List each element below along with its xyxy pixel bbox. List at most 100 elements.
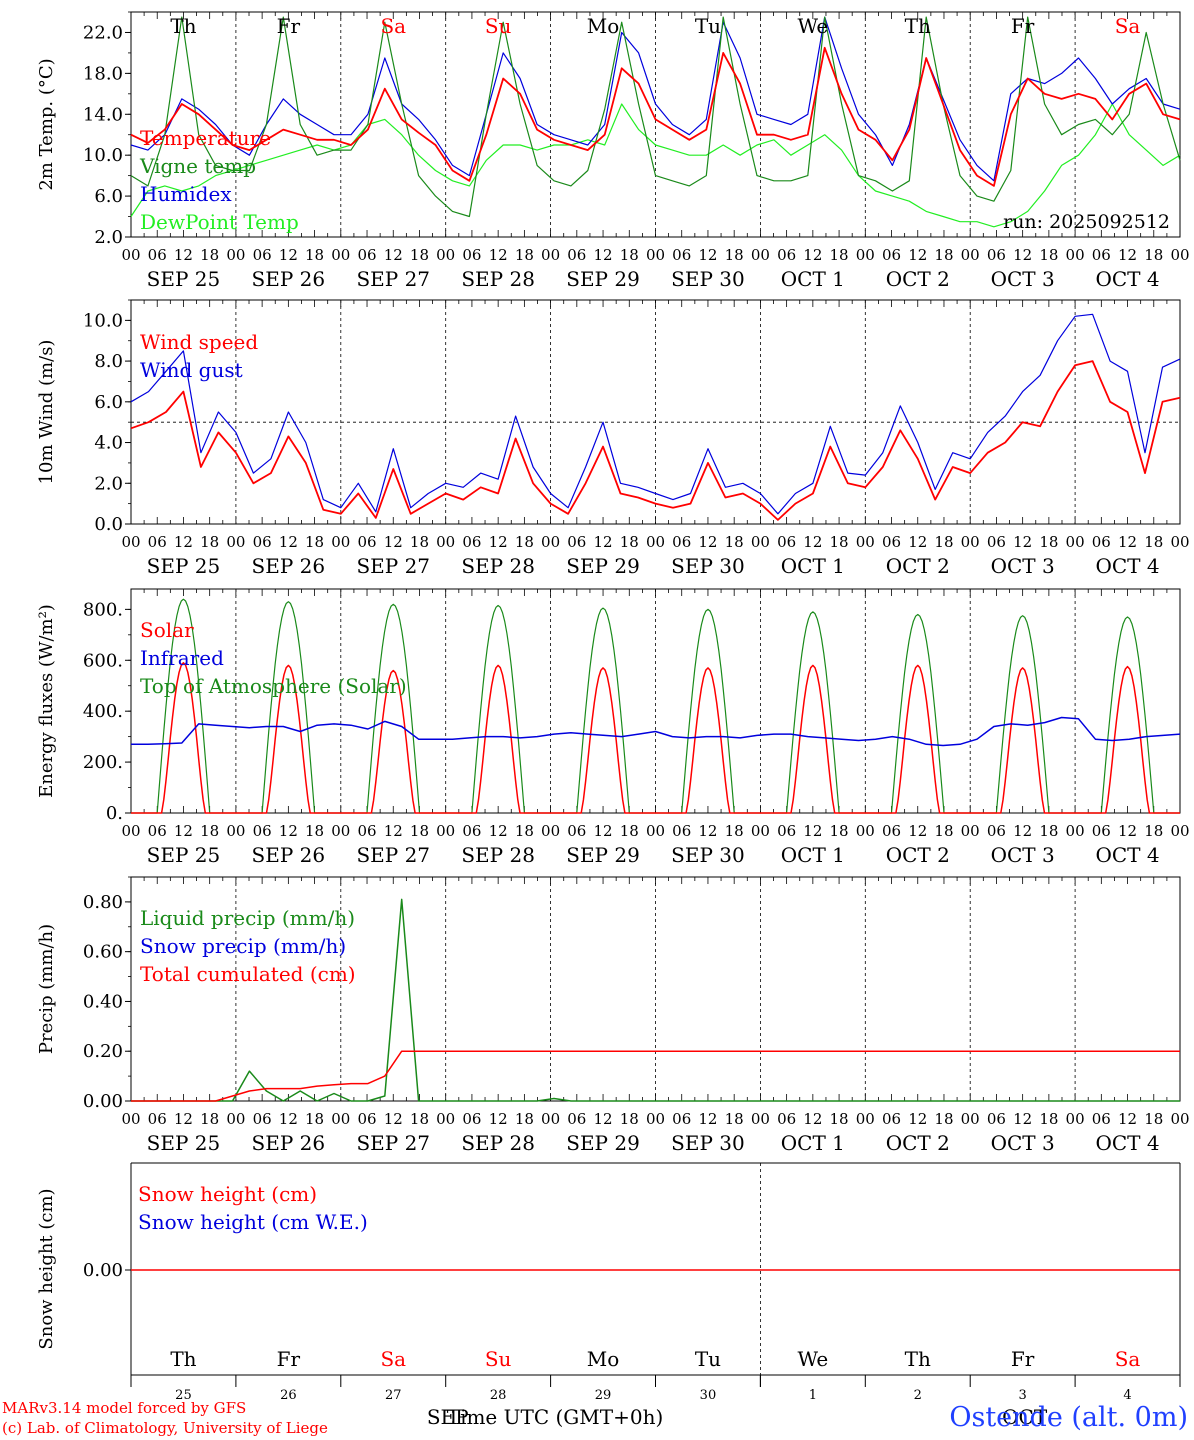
month-label: OCT	[1002, 1405, 1048, 1429]
hour-label: 00	[331, 822, 350, 840]
x-axis-label: Time UTC (GMT+0h)	[447, 1405, 664, 1429]
date-label: SEP 27	[356, 843, 430, 867]
date-label: SEP 26	[252, 267, 326, 291]
date-label: OCT 1	[781, 1131, 845, 1155]
legend-entry: Snow height (cm)	[138, 1182, 317, 1206]
hour-label: 06	[882, 246, 901, 264]
date-label: SEP 30	[671, 554, 745, 578]
legend-entry: Snow height (cm W.E.)	[138, 1210, 368, 1234]
hour-label: 06	[777, 533, 796, 551]
y-tick-label: 2.0	[94, 227, 123, 248]
hour-label: 18	[620, 1110, 639, 1128]
hour-label: 06	[987, 1110, 1006, 1128]
hour-label: 00	[1170, 1110, 1189, 1128]
legend-entry: Wind gust	[140, 358, 243, 382]
y-axis-label: Precip (mm/h)	[36, 924, 57, 1054]
hour-label: 18	[934, 533, 953, 551]
hour-label: 18	[830, 1110, 849, 1128]
weekday-label: Th	[905, 14, 931, 38]
weekday-label: We	[797, 1347, 828, 1371]
date-label: SEP 28	[461, 1131, 535, 1155]
hour-label: 06	[1092, 822, 1111, 840]
weekday-label: Sa	[1115, 1347, 1141, 1371]
lab-credit: (c) Lab. of Climatology, University of L…	[2, 1419, 328, 1437]
hour-label: 06	[882, 1110, 901, 1128]
y-tick-label: 10.0	[83, 310, 123, 331]
date-label: SEP 25	[147, 843, 221, 867]
hour-label: 00	[856, 822, 875, 840]
y-tick-label: 10.0	[83, 145, 123, 166]
y-axis-label: 10m Wind (m/s)	[36, 340, 57, 485]
date-label: SEP 28	[461, 267, 535, 291]
hour-label: 00	[331, 533, 350, 551]
hour-label: 00	[751, 822, 770, 840]
hour-label: 12	[384, 822, 403, 840]
hour-label: 12	[803, 533, 822, 551]
date-label: SEP 28	[461, 554, 535, 578]
y-tick-label: 0.80	[83, 892, 123, 913]
date-label: SEP 29	[566, 843, 640, 867]
hour-label: 00	[121, 1110, 140, 1128]
y-tick-label: 22.0	[83, 22, 123, 43]
day-number-label: 1	[809, 1388, 817, 1403]
y-tick-label: 0.0	[94, 514, 123, 535]
hour-label: 12	[908, 1110, 927, 1128]
hour-label: 06	[462, 1110, 481, 1128]
hour-label: 00	[646, 246, 665, 264]
date-label: OCT 3	[991, 267, 1055, 291]
date-label: SEP 28	[461, 843, 535, 867]
panel-2: 0.0 2.0 4.0 6.0 8.0 10.0 10m Wind (m/s) 00 06 12 1…	[36, 299, 1190, 578]
hour-label: 12	[698, 822, 717, 840]
hour-label: 00	[121, 533, 140, 551]
hour-label: 00	[856, 533, 875, 551]
panel-frame	[130, 588, 1181, 814]
hour-label: 00	[961, 1110, 980, 1128]
date-label: OCT 1	[781, 843, 845, 867]
legend-entry: Vigne temp	[139, 154, 256, 178]
day-number-label: 28	[490, 1388, 507, 1403]
hour-label: 18	[725, 246, 744, 264]
series-line-dewpoint-temp	[130, 103, 1181, 228]
weekday-label: Fr	[1011, 1347, 1035, 1371]
panel-1: 2.0 6.0 10.0 14.0 18.0 22.0 2m Temp. (°C) 00 06 1…	[36, 11, 1190, 291]
panel-3: 0. 200. 400. 600. 800. Energy fluxes (W/m²) 00…	[36, 588, 1190, 867]
hour-label: 00	[1066, 246, 1085, 264]
hour-label: 00	[541, 1110, 560, 1128]
hour-label: 00	[226, 1110, 245, 1128]
weekday-label: Th	[170, 1347, 196, 1371]
hour-label: 12	[698, 533, 717, 551]
hour-label: 00	[1066, 822, 1085, 840]
hour-label: 06	[253, 246, 272, 264]
hour-label: 06	[253, 1110, 272, 1128]
date-label: SEP 26	[252, 554, 326, 578]
weekday-label: Sa	[380, 14, 406, 38]
legend-entry: Temperature	[140, 126, 271, 150]
hour-label: 06	[357, 533, 376, 551]
y-tick-label: 600.	[83, 650, 123, 671]
hour-label: 12	[489, 533, 508, 551]
date-label: OCT 2	[886, 1131, 950, 1155]
series-line-humidex	[130, 16, 1181, 182]
hour-label: 06	[567, 533, 586, 551]
hour-label: 00	[646, 1110, 665, 1128]
date-label: SEP 25	[147, 1131, 221, 1155]
hour-label: 18	[725, 822, 744, 840]
y-axis-label: Energy fluxes (W/m²)	[36, 604, 57, 798]
hour-label: 06	[1092, 533, 1111, 551]
weekday-label: Th	[170, 14, 196, 38]
hour-label: 12	[279, 1110, 298, 1128]
hour-label: 18	[515, 533, 534, 551]
hour-label: 12	[803, 822, 822, 840]
hour-label: 12	[279, 822, 298, 840]
day-number-label: 26	[280, 1388, 297, 1403]
y-tick-label: 14.0	[83, 104, 123, 125]
legend-entry: Infrared	[140, 646, 224, 670]
date-label: SEP 26	[252, 843, 326, 867]
hour-label: 18	[620, 246, 639, 264]
legend-entry: Humidex	[140, 182, 232, 206]
series-line-wind-gust	[130, 313, 1181, 515]
y-tick-label: 200.	[83, 752, 123, 773]
hour-label: 18	[620, 533, 639, 551]
hour-label: 12	[279, 533, 298, 551]
hour-label: 06	[148, 246, 167, 264]
